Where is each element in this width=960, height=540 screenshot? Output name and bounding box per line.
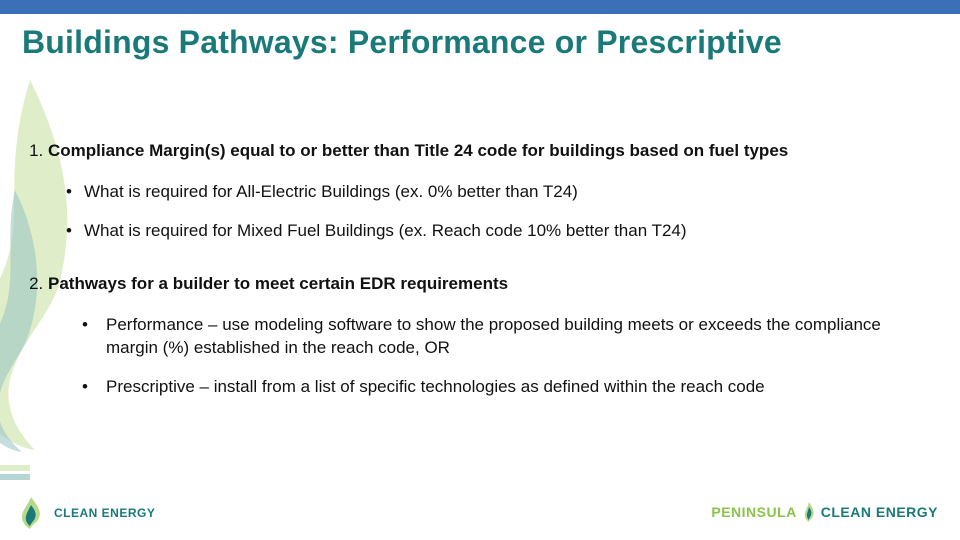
- flame-icon: [16, 496, 46, 530]
- top-bar: [0, 0, 960, 14]
- list-item-2-sublist: Performance – use modeling software to s…: [48, 314, 932, 399]
- numbered-list: Compliance Margin(s) equal to or better …: [22, 140, 932, 399]
- sub-bullet: What is required for Mixed Fuel Building…: [66, 220, 932, 243]
- footer: CLEAN ENERGY PENINSULA CLEAN ENERGY: [0, 486, 960, 540]
- list-item-1-sublist: What is required for All-Electric Buildi…: [48, 181, 932, 243]
- sub-bullet: What is required for All-Electric Buildi…: [66, 181, 932, 204]
- list-item-2-lead: Pathways for a builder to meet certain E…: [48, 274, 508, 293]
- list-item-1-lead: Compliance Margin(s) equal to or better …: [48, 141, 788, 160]
- sub-bullet: Prescriptive – install from a list of sp…: [82, 376, 932, 399]
- sub-bullet: Performance – use modeling software to s…: [82, 314, 932, 360]
- list-item-2: Pathways for a builder to meet certain E…: [48, 273, 932, 399]
- flame-icon: [803, 502, 815, 522]
- slide-title: Buildings Pathways: Performance or Presc…: [22, 22, 922, 62]
- footer-clean-energy-text: CLEAN ENERGY: [821, 504, 938, 520]
- slide: Buildings Pathways: Performance or Presc…: [0, 0, 960, 540]
- list-item-1: Compliance Margin(s) equal to or better …: [48, 140, 932, 243]
- footer-peninsula-text: PENINSULA: [711, 504, 796, 520]
- footer-left-logo: CLEAN ENERGY: [16, 496, 155, 530]
- footer-right-logo: PENINSULA CLEAN ENERGY: [711, 502, 938, 522]
- content-area: Compliance Margin(s) equal to or better …: [22, 140, 932, 429]
- footer-left-text: CLEAN ENERGY: [54, 506, 155, 520]
